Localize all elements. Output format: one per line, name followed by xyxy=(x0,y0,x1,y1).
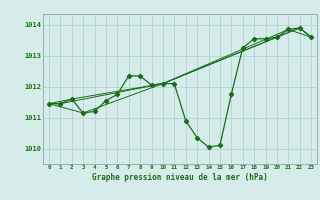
X-axis label: Graphe pression niveau de la mer (hPa): Graphe pression niveau de la mer (hPa) xyxy=(92,173,268,182)
